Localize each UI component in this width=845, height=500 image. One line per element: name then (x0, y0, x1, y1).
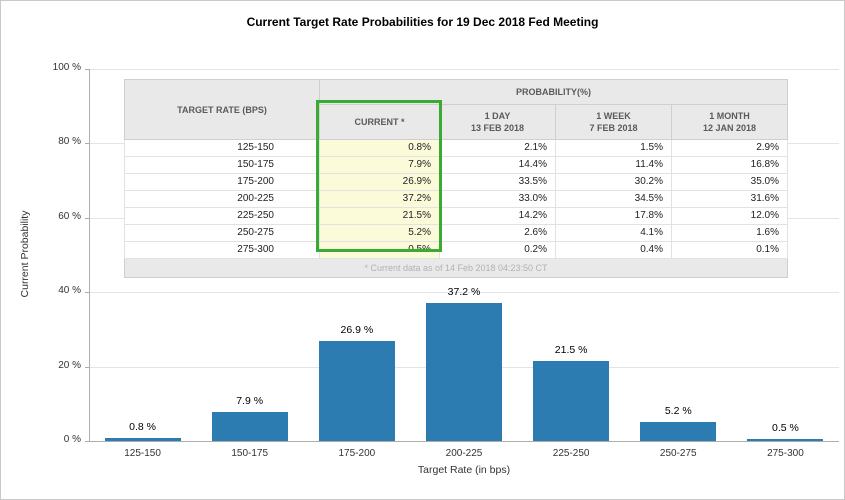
table-footnote: * Current data as of 14 Feb 2018 04:23:5… (124, 258, 788, 278)
probability-cell: 33.0% (439, 190, 556, 208)
y-tick-mark (85, 217, 89, 219)
target-rate-cell: 175-200 (124, 173, 320, 191)
column-header: 1 MONTH 12 JAN 2018 (671, 104, 788, 140)
probability-header: PROBABILITY(%) (319, 79, 788, 105)
y-tick-mark (85, 292, 89, 294)
bar-value-label: 37.2 % (447, 285, 481, 298)
probability-cell: 17.8% (555, 207, 672, 225)
x-tick-label: 125-150 (124, 448, 161, 459)
probability-cell: 35.0% (671, 173, 788, 191)
y-tick-label: 100 % (52, 62, 81, 73)
probability-cell: 1.5% (555, 139, 672, 157)
target-rate-cell: 150-175 (124, 156, 320, 174)
table-row: 125-150 0.8% 2.1% 1.5% 2.9% (124, 139, 788, 157)
probability-cell: 14.2% (439, 207, 556, 225)
gridline (89, 69, 839, 70)
bar (747, 439, 824, 441)
bar-value-label: 26.9 % (340, 323, 374, 336)
probability-cell: 30.2% (555, 173, 672, 191)
y-tick-mark (85, 143, 89, 145)
probability-cell: 0.2% (439, 241, 556, 259)
y-tick-mark (85, 441, 89, 442)
y-tick-label: 60 % (58, 210, 81, 222)
probability-cell: 2.6% (439, 224, 556, 242)
table-row: 225-250 21.5% 14.2% 17.8% 12.0% (124, 207, 788, 225)
bar-value-label: 5.2 % (664, 404, 692, 417)
column-header: 1 DAY 13 FEB 2018 (439, 104, 556, 140)
target-rate-cell: 200-225 (124, 190, 320, 208)
probability-cell: 4.1% (555, 224, 672, 242)
probability-cell: 12.0% (671, 207, 788, 225)
current-probability-cell: 26.9% (319, 173, 440, 191)
x-tick-label: 175-200 (338, 448, 376, 459)
bar (533, 361, 610, 441)
x-axis-title: Target Rate (in bps) (417, 464, 511, 476)
probability-cell: 1.6% (671, 224, 788, 242)
y-tick-label: 20 % (58, 359, 81, 371)
gridline (89, 292, 839, 294)
target-rate-header: TARGET RATE (BPS) (124, 79, 320, 140)
current-probability-cell: 5.2% (319, 224, 440, 242)
table-row: 250-275 5.2% 2.6% 4.1% 1.6% (124, 224, 788, 242)
probability-cell: 0.4% (555, 241, 672, 259)
current-probability-cell: 7.9% (319, 156, 440, 174)
bar-value-label: 0.5 % (771, 422, 799, 435)
bar-value-label: 7.9 % (236, 394, 264, 407)
bar-value-label: 0.8 % (129, 421, 156, 434)
x-axis-line (89, 441, 839, 442)
current-probability-cell: 0.8% (319, 139, 440, 157)
current-probability-cell: 37.2% (319, 190, 440, 208)
probability-table: TARGET RATE (BPS) PROBABILITY(%) CURRENT *… (124, 79, 788, 278)
target-rate-cell: 225-250 (124, 207, 320, 225)
probability-cell: 16.8% (671, 156, 788, 174)
table-body: 125-150 0.8% 2.1% 1.5% 2.9% 150-175 7.9% 14.4% 1… (124, 139, 788, 259)
target-rate-cell: 275-300 (124, 241, 320, 259)
bar (426, 302, 502, 441)
x-tick-label: 275-300 (767, 448, 804, 459)
column-header: 1 WEEK 7 FEB 2018 (555, 104, 672, 140)
bar (104, 438, 181, 441)
table-row: 200-225 37.2% 33.0% 34.5% 31.6% (124, 190, 788, 208)
y-tick-mark (85, 69, 89, 70)
table-row: 150-175 7.9% 14.4% 11.4% 16.8% (124, 156, 788, 174)
column-header: CURRENT * (319, 104, 440, 140)
x-tick-label: 250-275 (659, 448, 697, 459)
probability-cell: 31.6% (671, 190, 788, 208)
y-axis-line (89, 69, 90, 441)
y-tick-label: 80 % (58, 136, 81, 148)
bar (318, 340, 395, 441)
y-tick-mark (85, 366, 89, 368)
current-probability-cell: 0.5% (319, 241, 440, 259)
target-rate-cell: 125-150 (124, 139, 320, 157)
y-tick-label: 40 % (58, 285, 81, 297)
probability-cell: 0.1% (671, 241, 788, 259)
target-rate-cell: 250-275 (124, 224, 320, 242)
probability-cell: 11.4% (555, 156, 672, 174)
table-row: 175-200 26.9% 33.5% 30.2% 35.0% (124, 173, 788, 191)
bar-value-label: 21.5 % (554, 344, 588, 357)
probability-cell: 2.9% (671, 139, 788, 157)
y-axis-title: Current Probability (19, 210, 31, 298)
bar (640, 421, 717, 441)
probability-cell: 34.5% (555, 190, 672, 208)
y-tick-label: 0 % (63, 434, 81, 445)
probability-cell: 33.5% (439, 173, 556, 191)
x-tick-label: 200-225 (445, 448, 483, 459)
probability-cell: 14.4% (439, 156, 556, 174)
chart-title: Current Target Rate Probabilities for 19… (246, 15, 599, 29)
table-row: 275-300 0.5% 0.2% 0.4% 0.1% (124, 241, 788, 259)
x-tick-label: 150-175 (231, 448, 269, 459)
table-footer: * Current data as of 14 Feb 2018 04:23:5… (124, 258, 788, 278)
x-tick-label: 225-250 (552, 448, 590, 459)
table-header: TARGET RATE (BPS) PROBABILITY(%) CURRENT *… (124, 79, 788, 140)
probability-cell: 2.1% (439, 139, 556, 157)
bar (211, 411, 288, 441)
current-probability-cell: 21.5% (319, 207, 440, 225)
